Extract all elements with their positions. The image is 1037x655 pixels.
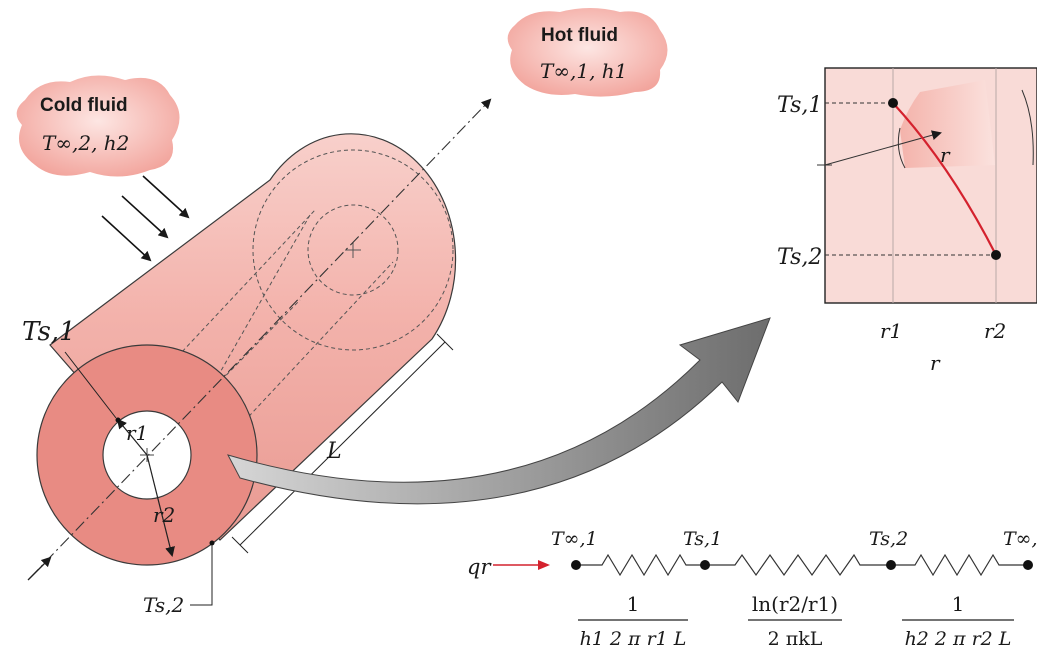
inlet-arrow bbox=[27, 556, 52, 581]
qr-label: qr bbox=[467, 555, 492, 579]
far-end-inner-circle bbox=[307, 204, 399, 296]
node-ts1 bbox=[700, 560, 710, 570]
plot-x-label: r bbox=[930, 351, 941, 375]
resistance-2-numerator: ln(r2/r1) bbox=[752, 592, 838, 616]
cylinder-r1-label: r1 bbox=[126, 421, 148, 445]
length-dimension bbox=[239, 341, 446, 546]
plot-r1-tick: r1 bbox=[880, 319, 902, 343]
node-tinf1 bbox=[571, 560, 581, 570]
hot-fluid-title: Hot fluid bbox=[541, 25, 618, 46]
cylinder-ts2-label: Ts,2 bbox=[143, 593, 184, 617]
ts1-leader bbox=[64, 351, 117, 419]
wedge-arc bbox=[897, 127, 906, 169]
resistance-1-numerator: 1 bbox=[627, 592, 640, 616]
r-arrow bbox=[824, 130, 942, 166]
ts1-plot-point bbox=[888, 98, 898, 108]
ts1-point bbox=[115, 417, 121, 423]
cold-fluid-title: Cold fluid bbox=[40, 95, 128, 116]
temperature-plot: r bbox=[817, 67, 1037, 304]
node-tinf2 bbox=[1023, 560, 1033, 570]
cold-flow-arrows bbox=[101, 175, 190, 262]
cylinder-r2-label: r2 bbox=[153, 503, 175, 527]
ts2-leader bbox=[190, 545, 213, 606]
dimension-tick bbox=[231, 536, 249, 554]
resistance-2-denominator: 2 πkL bbox=[768, 628, 823, 650]
resistor-2 bbox=[705, 553, 891, 577]
temperature-curve bbox=[892, 102, 997, 256]
resistor-3 bbox=[891, 553, 1028, 577]
resistance-1-denominator: h1 2 π r1 L bbox=[580, 628, 687, 650]
plot-ts2-label: Ts,2 bbox=[777, 245, 822, 270]
r1-arrow bbox=[116, 418, 148, 456]
ts2-point bbox=[209, 540, 215, 546]
cold-fluid-cloud: Cold fluid T∞,2, h2 bbox=[16, 75, 180, 177]
hot-fluid-params: T∞,1, h1 bbox=[540, 59, 627, 83]
plot-ts1-label: Ts,1 bbox=[777, 93, 822, 118]
resistance-3-denominator: h2 2 π r2 L bbox=[905, 628, 1012, 650]
zoom-arrow bbox=[227, 317, 771, 505]
cylinder bbox=[27, 98, 492, 581]
node-label-tinf1: T∞,1 bbox=[551, 528, 598, 550]
wall-wedge bbox=[900, 80, 995, 168]
cylinder-length-label: L bbox=[326, 439, 342, 464]
resistance-3-numerator: 1 bbox=[952, 592, 965, 616]
resistor-1 bbox=[576, 553, 705, 577]
node-label-tinf2: T∞, bbox=[1003, 528, 1037, 550]
cold-fluid-params: T∞,2, h2 bbox=[42, 131, 129, 155]
hidden-edge bbox=[119, 209, 316, 419]
node-ts2 bbox=[886, 560, 896, 570]
axis-centerline bbox=[29, 98, 492, 579]
ts2-plot-point bbox=[991, 250, 1001, 260]
outer-arc bbox=[1021, 89, 1034, 166]
thermal-circuit: qr T∞,1 Ts,1 Ts,2 T∞, 1 h1 2 π r1 L ln(r… bbox=[467, 528, 1037, 650]
dimension-tick bbox=[436, 333, 454, 351]
cylinder-ts1-label: Ts,1 bbox=[22, 317, 76, 347]
node-label-ts2: Ts,2 bbox=[869, 528, 908, 550]
node-label-ts1: Ts,1 bbox=[683, 528, 722, 550]
far-center-mark bbox=[345, 242, 361, 258]
hidden-edge bbox=[189, 214, 311, 426]
r2-arrow bbox=[146, 454, 175, 557]
plot-r-label: r bbox=[940, 143, 951, 167]
far-end-outer-circle bbox=[252, 149, 454, 351]
hot-fluid-cloud: Hot fluid T∞,1, h1 bbox=[507, 8, 668, 97]
plot-r2-tick: r2 bbox=[984, 319, 1006, 343]
